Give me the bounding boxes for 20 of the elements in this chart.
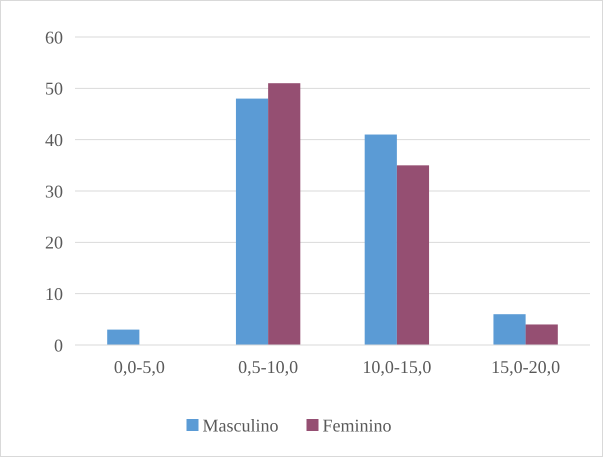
- bar: [236, 98, 268, 345]
- legend-label: Feminino: [322, 415, 392, 436]
- x-tick-label: 10,0-15,0: [362, 357, 432, 377]
- bar: [526, 324, 558, 345]
- y-tick-label: 60: [45, 27, 63, 48]
- legend-label: Masculino: [202, 415, 278, 436]
- y-tick-label: 30: [45, 181, 63, 202]
- bar: [396, 165, 430, 345]
- bar: [493, 314, 526, 345]
- bar: [268, 83, 300, 345]
- y-tick-label: 50: [45, 78, 63, 99]
- x-tick-label: 0,5-10,0: [238, 357, 298, 377]
- y-tick-label: 20: [45, 232, 63, 253]
- y-tick-label: 0: [54, 335, 63, 356]
- x-tick-label: 0,0-5,0: [114, 357, 165, 377]
- bar: [107, 330, 140, 345]
- x-tick-label: 15,0-20,0: [491, 357, 560, 377]
- y-tick-label: 40: [45, 130, 63, 150]
- y-tick-label: 10: [45, 284, 63, 304]
- bar: [364, 134, 397, 345]
